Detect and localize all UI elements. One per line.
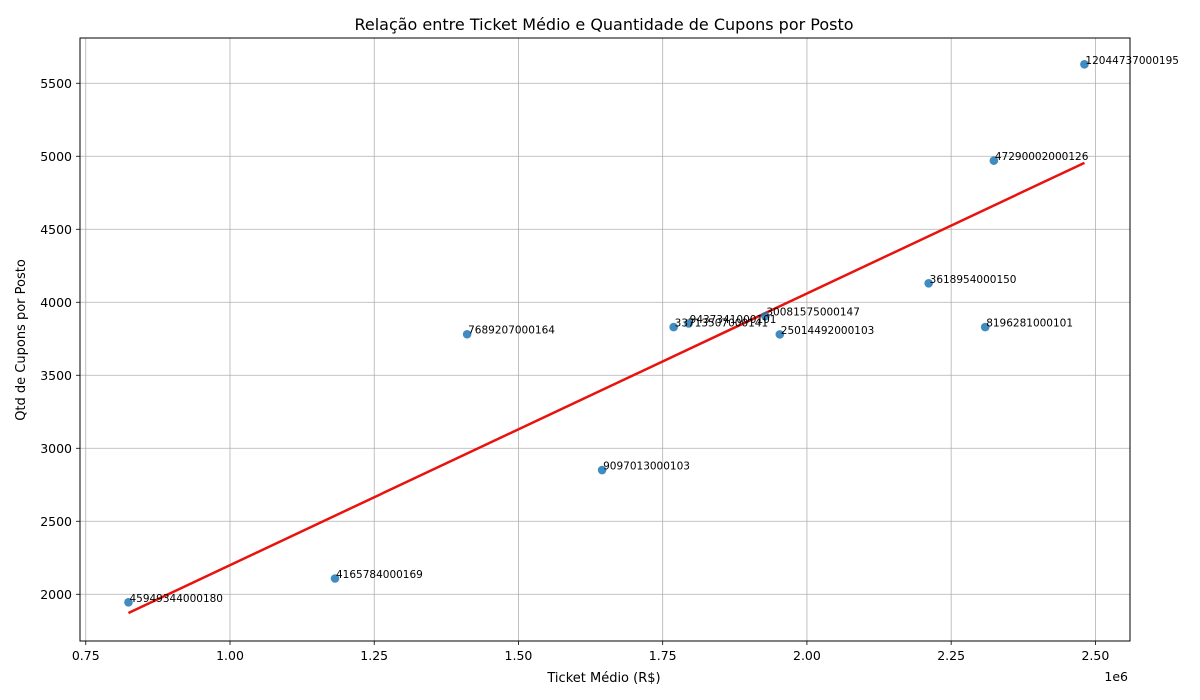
x-tick-label: 0.75: [72, 648, 100, 663]
data-label: 47290002000126: [995, 151, 1089, 163]
y-tick-label: 3500: [40, 368, 72, 383]
x-axis-label: Ticket Médio (R$): [546, 671, 660, 686]
data-label: 8196281000101: [986, 318, 1073, 330]
data-point: [980, 322, 990, 332]
x-tick-label: 2.50: [1081, 648, 1109, 663]
data-point: [1080, 59, 1089, 69]
data-point: [684, 319, 693, 328]
data-label: 4165784000169: [336, 569, 423, 581]
plot-frame: [79, 37, 1131, 642]
x-axis-offset-label: 1e6: [1104, 669, 1128, 684]
x-tick-label: 1.50: [505, 648, 533, 663]
data-label: 12044737000195: [1085, 55, 1179, 67]
data-point: [669, 322, 678, 332]
data-point: [330, 574, 340, 583]
y-tick-label: 5500: [40, 76, 72, 91]
data-points: [124, 59, 1089, 607]
x-tick-label: 2.00: [793, 648, 821, 663]
y-tick-label: 3000: [40, 441, 72, 456]
y-tick-label: 2500: [40, 514, 72, 529]
data-label: 9437341000101: [690, 314, 777, 326]
data-label: 33713507000141: [675, 318, 769, 330]
x-tick-label: 1.00: [216, 648, 244, 663]
y-tick-label: 4500: [40, 222, 72, 237]
data-point: [124, 598, 133, 607]
data-point: [924, 278, 933, 288]
data-point: [597, 465, 607, 475]
y-tick-label: 4000: [40, 295, 72, 310]
y-tick-label: 2000: [40, 587, 72, 602]
point-labels: 45949344000180 4165784000169 7689207000164…: [129, 55, 1178, 605]
grid-lines: [80, 38, 1130, 641]
data-label: 9097013000103: [603, 461, 690, 473]
x-axis-ticks: 0.75 1.00 1.25 1.50 1.75 2.00 2.25 2.50: [72, 641, 1109, 663]
x-tick-label: 2.25: [937, 648, 965, 663]
data-label: 45949344000180: [129, 593, 223, 605]
x-tick-label: 1.75: [649, 648, 677, 663]
x-tick-label: 1.25: [360, 648, 388, 663]
data-point: [761, 311, 770, 321]
data-label: 25014492000103: [781, 325, 875, 337]
data-label: 7689207000164: [468, 325, 555, 337]
data-label: 3618954000150: [930, 274, 1017, 286]
y-tick-label: 5000: [40, 149, 72, 164]
data-point: [775, 330, 785, 339]
trend-line: [127, 161, 1085, 615]
y-axis-ticks: 2000 2500 3000 3500 4000 4500 5000 5500: [40, 76, 80, 602]
data-label: 30081575000147: [766, 307, 860, 319]
trend-line-layer: [127, 161, 1085, 615]
data-point: [462, 329, 472, 339]
data-point: [989, 156, 999, 165]
y-axis-label: Qtd de Cupons por Posto: [14, 259, 29, 421]
chart-title: Relação entre Ticket Médio e Quantidade …: [354, 15, 853, 34]
